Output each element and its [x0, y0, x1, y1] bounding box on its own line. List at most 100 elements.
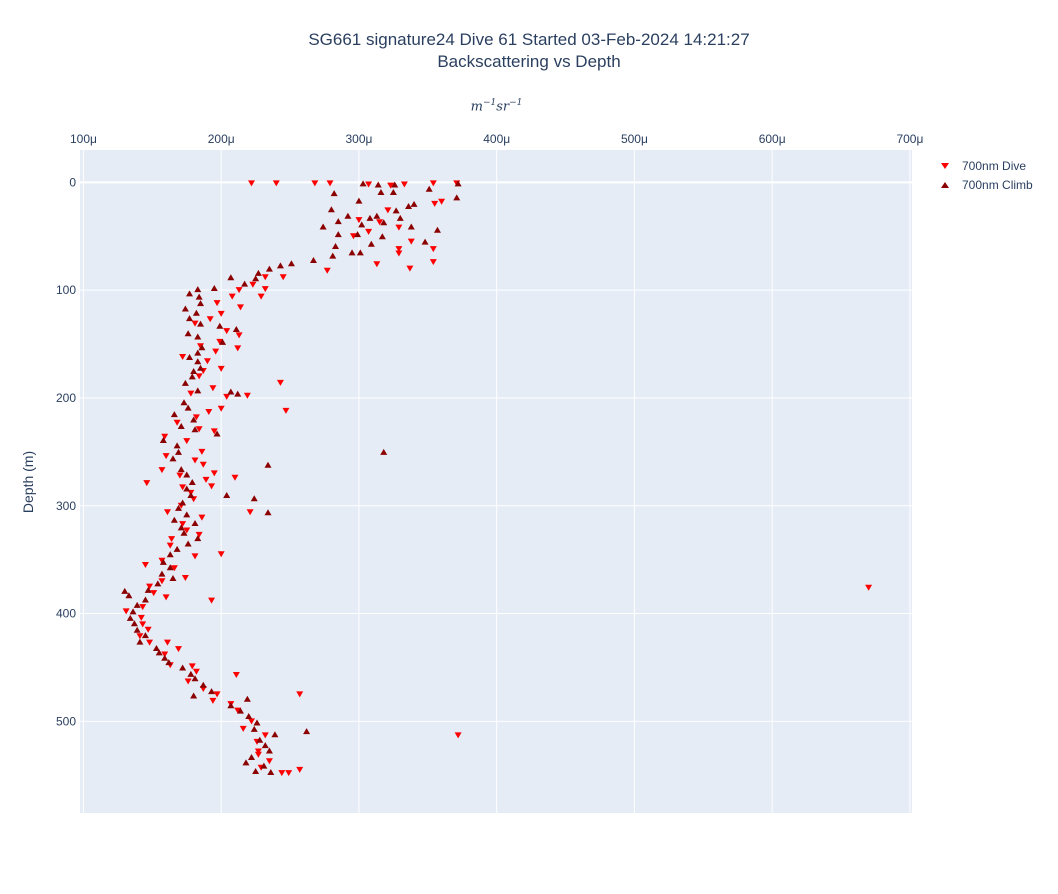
dive-point — [187, 390, 195, 397]
climb-point — [195, 293, 203, 300]
climb-point — [161, 654, 169, 661]
climb-point — [303, 728, 311, 735]
dive-point — [208, 483, 216, 490]
dive-point — [395, 246, 403, 253]
climb-point — [136, 638, 144, 645]
x-tick-label: 600μ — [759, 132, 786, 146]
y-tick-label: 400 — [56, 607, 76, 621]
climb-point — [166, 564, 174, 571]
dive-point — [265, 758, 273, 765]
climb-point — [177, 524, 185, 531]
dive-point — [261, 286, 269, 293]
dive-point — [429, 180, 437, 187]
dive-point — [122, 608, 130, 615]
dive-point — [162, 453, 170, 460]
climb-point — [192, 309, 200, 316]
dive-point — [205, 408, 213, 415]
dive-point — [203, 358, 211, 365]
climb-point — [348, 249, 356, 256]
climb-point — [265, 747, 273, 754]
climb-point — [454, 180, 462, 187]
dive-point — [296, 691, 304, 698]
climb-point — [197, 300, 205, 307]
climb-point — [216, 322, 224, 329]
dive-point — [163, 639, 171, 646]
climb-point — [253, 719, 261, 726]
dive-point — [146, 639, 154, 646]
legend-item-climb[interactable]: 700nm Climb — [940, 175, 1033, 194]
climb-point — [154, 580, 162, 587]
climb-point — [319, 223, 327, 230]
climb-point — [377, 189, 385, 196]
climb-point — [169, 574, 177, 581]
dive-point — [249, 281, 257, 288]
dive-point — [247, 180, 255, 187]
dive-point — [279, 274, 287, 281]
y-tick-label: 500 — [56, 714, 76, 728]
climb-point — [121, 587, 129, 594]
climb-point — [144, 586, 152, 593]
climb-point — [194, 358, 202, 365]
climb-point — [194, 535, 202, 542]
dive-point — [217, 365, 225, 372]
dive-point — [387, 182, 395, 189]
climb-point — [359, 180, 367, 187]
climb-point — [155, 649, 163, 656]
climb-point — [181, 379, 189, 386]
dive-point — [282, 407, 290, 414]
plot-area — [80, 150, 912, 813]
dive-point — [168, 536, 176, 543]
climb-point — [405, 203, 413, 210]
dive-point — [183, 527, 191, 534]
dive-point — [254, 748, 262, 755]
climb-point — [184, 404, 192, 411]
climb-point — [334, 231, 342, 238]
x-tick-label: 100μ — [70, 132, 97, 146]
legend-label-dive: 700nm Dive — [962, 158, 1027, 173]
climb-point — [271, 731, 279, 738]
dive-point — [144, 626, 152, 633]
climb-point — [169, 455, 177, 462]
triangle-down-icon — [941, 162, 949, 169]
legend[interactable]: 700nm Dive 700nm Climb — [940, 156, 1033, 194]
climb-point — [210, 284, 218, 291]
dive-point — [210, 428, 218, 435]
dive-point — [143, 480, 151, 487]
dive-point — [365, 181, 373, 188]
climb-point — [133, 601, 141, 608]
climb-point — [126, 614, 134, 621]
climb-point — [358, 221, 366, 228]
dive-point — [206, 316, 214, 323]
dive-point — [236, 304, 244, 311]
climb-point — [184, 330, 192, 337]
climb-point — [188, 479, 196, 486]
dive-point — [285, 770, 293, 777]
climb-point — [183, 485, 191, 492]
dive-point — [174, 646, 182, 653]
climb-point — [170, 411, 178, 418]
dive-point — [173, 419, 181, 426]
y-tick-label: 300 — [56, 499, 76, 513]
climb-point — [213, 430, 221, 437]
climb-point — [227, 702, 235, 709]
dive-point — [395, 250, 403, 257]
legend-item-dive[interactable]: 700nm Dive — [940, 156, 1033, 175]
climb-point — [354, 231, 362, 238]
chart-title-line1: SG661 signature24 Dive 61 Started 03-Feb… — [308, 30, 750, 49]
climb-point — [173, 442, 181, 449]
climb-point — [309, 256, 317, 263]
climb-point — [197, 320, 205, 327]
climb-point — [267, 769, 275, 776]
dive-point — [223, 393, 231, 400]
dive-point — [438, 198, 446, 205]
dive-point — [395, 224, 403, 231]
dive-point — [181, 574, 189, 581]
climb-point — [190, 368, 198, 374]
dive-point — [234, 345, 242, 352]
x-tick-label: 300μ — [345, 132, 372, 146]
climb-point — [334, 218, 342, 225]
dive-point — [217, 551, 225, 558]
climb-point — [344, 212, 352, 219]
dive-point — [400, 181, 408, 188]
dive-point — [232, 672, 240, 679]
